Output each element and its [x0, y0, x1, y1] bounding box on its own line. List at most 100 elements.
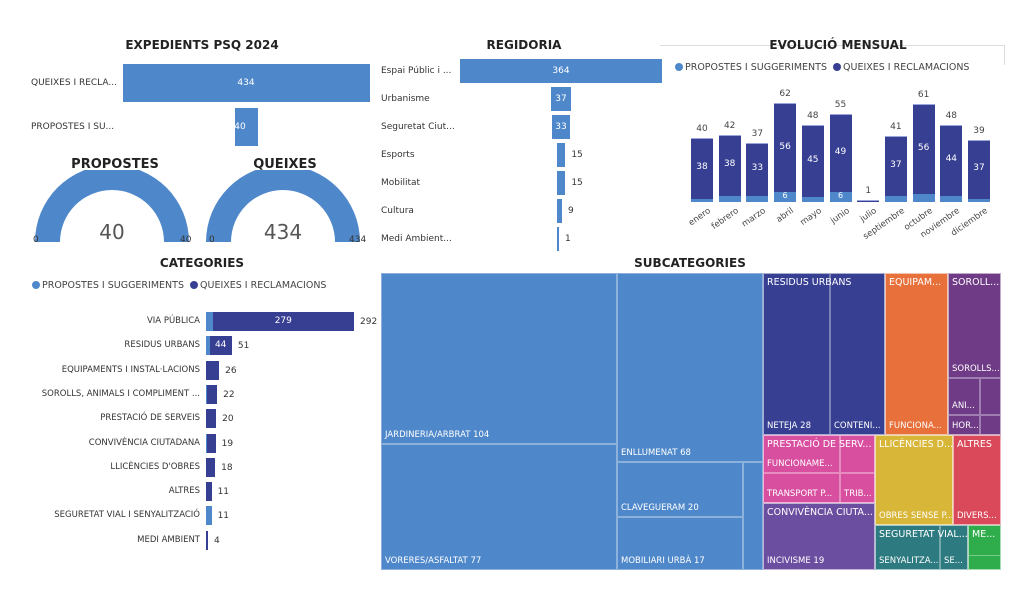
category-label: SOROLLS, ANIMALS I COMPLIMENT ...	[41, 388, 200, 399]
category-bar-queixes[interactable]	[209, 336, 232, 356]
treemap-tile[interactable]: MOBILIARI URBÀ 17	[617, 517, 743, 570]
treemap-tile[interactable]	[980, 415, 1001, 435]
evolucio-queixes-label: 56	[779, 141, 791, 152]
treemap-tile[interactable]: ME...	[968, 525, 1001, 570]
treemap-tile[interactable]: INCIVISME 19	[763, 503, 875, 570]
regidoria-bar[interactable]	[460, 59, 662, 83]
evolucio-bar-queixes[interactable]	[857, 200, 880, 202]
evolucio-bar-propostes[interactable]	[912, 194, 935, 202]
regidoria-bar[interactable]	[557, 171, 566, 195]
evolucio-bar-queixes[interactable]	[774, 102, 797, 193]
expedients-value: 40	[234, 122, 246, 132]
gauge-propostes-value: 40	[99, 220, 125, 244]
category-total-label: 22	[223, 389, 235, 400]
expedients-bar[interactable]	[123, 64, 370, 102]
treemap-tile[interactable]: VORERES/ASFALTAT 77	[381, 444, 617, 570]
regidoria-bar[interactable]	[550, 87, 572, 111]
evolucio-bar-propostes[interactable]	[691, 198, 713, 202]
category-bar-propostes[interactable]	[206, 433, 207, 453]
category-total-label: 292	[360, 317, 378, 327]
category-bar-queixes[interactable]	[206, 482, 212, 502]
evolucio-bar-propostes[interactable]	[746, 195, 769, 202]
regidoria-row-label: Cultura	[381, 206, 414, 216]
treemap-tile[interactable]: SENYALITZA...	[875, 525, 940, 570]
evolucio-bar-propostes[interactable]	[801, 197, 824, 202]
treemap-group[interactable]: EQUIPAM...	[885, 273, 948, 435]
evolucio-queixes-label: 49	[834, 147, 847, 158]
treemap-tile[interactable]	[968, 555, 1001, 570]
category-bar-propostes[interactable]	[206, 384, 207, 404]
treemap-tile[interactable]: FUNCIONAME...	[763, 435, 840, 473]
evolucio-bar-propostes[interactable]	[968, 198, 990, 202]
frame-line	[660, 45, 1005, 46]
treemap-tile[interactable]: OBRES SENSE P...	[875, 435, 953, 525]
treemap-tile[interactable]: CLAVEGUERAM 20	[617, 462, 743, 517]
treemap-tile[interactable]: JARDINERIA/ARBRAT 104	[381, 273, 617, 444]
evolucio-bar-queixes[interactable]	[829, 114, 852, 193]
treemap-group[interactable]: LLICÈNCIES D...	[875, 435, 953, 525]
category-bar-propostes[interactable]	[206, 506, 212, 526]
evolucio-bar-queixes[interactable]	[968, 139, 990, 199]
category-bar-queixes[interactable]	[206, 409, 217, 429]
category-bar-queixes[interactable]	[212, 312, 354, 331]
treemap-tile[interactable]: ENLLUMENAT 68	[617, 273, 763, 462]
category-bar-queixes[interactable]	[206, 457, 216, 477]
treemap-group[interactable]: RESIDUS URBANS	[763, 273, 885, 435]
treemap-tile[interactable]	[980, 378, 1001, 415]
evolucio-total-label: 42	[723, 120, 736, 131]
treemap-tile[interactable]: SE...	[940, 525, 968, 570]
evolucio-bar-queixes[interactable]	[691, 138, 713, 199]
treemap-tile[interactable]: TRIB...	[840, 473, 875, 503]
regidoria-row-label: Seguretat Ciut...	[381, 122, 455, 132]
treemap-tile[interactable]: FUNCIONA...	[885, 273, 948, 435]
treemap-tile[interactable]	[743, 462, 763, 570]
evolucio-bar-propostes[interactable]	[884, 195, 907, 202]
treemap-group[interactable]: CONVIVÈNCIA CIUTA...	[763, 503, 875, 570]
evolucio-bar-propostes[interactable]	[829, 192, 852, 202]
treemap-label: TRANSPORT P...	[767, 489, 833, 499]
regidoria-bar[interactable]	[557, 199, 562, 223]
category-bar-queixes[interactable]	[207, 384, 218, 404]
treemap-group[interactable]: SEGURETAT VIAL...	[875, 525, 968, 570]
expedients-bar[interactable]	[235, 108, 258, 146]
regidoria-bar[interactable]	[551, 115, 571, 139]
evolucio-bar-queixes[interactable]	[746, 142, 769, 196]
treemap-tile[interactable]: TRANSPORT P...	[763, 473, 840, 503]
evolucio-bar-propostes[interactable]	[940, 195, 963, 202]
evolucio-bar-queixes[interactable]	[940, 125, 963, 196]
gauge-propostes-min: 0	[33, 235, 39, 245]
evolucio-bar-queixes[interactable]	[884, 136, 907, 196]
treemap-label: INCIVISME 19	[767, 556, 825, 566]
regidoria-row-label: Espai Públic i ...	[381, 66, 452, 76]
regidoria-bar[interactable]	[557, 227, 559, 251]
expedients-row-label: QUEIXES I RECLA...	[31, 78, 117, 88]
category-bar-propostes[interactable]	[206, 312, 213, 331]
treemap-label: ENLLUMENAT 68	[621, 448, 691, 458]
treemap-tile[interactable]: CONTENI...	[830, 273, 885, 435]
treemap-label: MOBILIARI URBÀ 17	[621, 556, 705, 566]
regidoria-bar[interactable]	[557, 143, 566, 167]
evolucio-title: EVOLUCIÓ MENSUAL	[769, 38, 907, 52]
evolucio-bar-queixes[interactable]	[912, 104, 935, 194]
treemap-group[interactable]: PRESTACIÓ DE SERV...	[763, 435, 875, 503]
evolucio-bar-queixes[interactable]	[718, 134, 741, 196]
evolucio-bar-queixes[interactable]	[801, 125, 824, 198]
category-bar-propostes[interactable]	[206, 336, 210, 356]
category-bar-queixes[interactable]	[206, 433, 216, 453]
category-bar-queixes[interactable]	[206, 360, 220, 380]
treemap-tile[interactable]: SOROLLS...	[948, 273, 1001, 378]
evolucio-queixes-label: 37	[890, 160, 902, 170]
evolucio-x-label: julio	[858, 206, 879, 225]
treemap-tile[interactable]	[840, 435, 875, 473]
treemap-tile[interactable]: NETEJA 28	[763, 273, 830, 435]
evolucio-bar-propostes[interactable]	[774, 192, 797, 202]
evolucio-total-label: 61	[917, 90, 930, 101]
evolucio-bar-propostes[interactable]	[718, 195, 741, 202]
treemap-tile[interactable]: DIVERS...	[953, 435, 1001, 525]
category-bar-queixes[interactable]	[206, 530, 209, 550]
treemap-group[interactable]: SOROLL...	[948, 273, 1001, 435]
regidoria-title: REGIDORIA	[486, 38, 562, 52]
treemap-tile[interactable]: ANI...	[948, 378, 980, 415]
treemap-tile[interactable]: HOR...	[948, 415, 980, 435]
treemap-group[interactable]: ALTRES	[953, 435, 1001, 525]
